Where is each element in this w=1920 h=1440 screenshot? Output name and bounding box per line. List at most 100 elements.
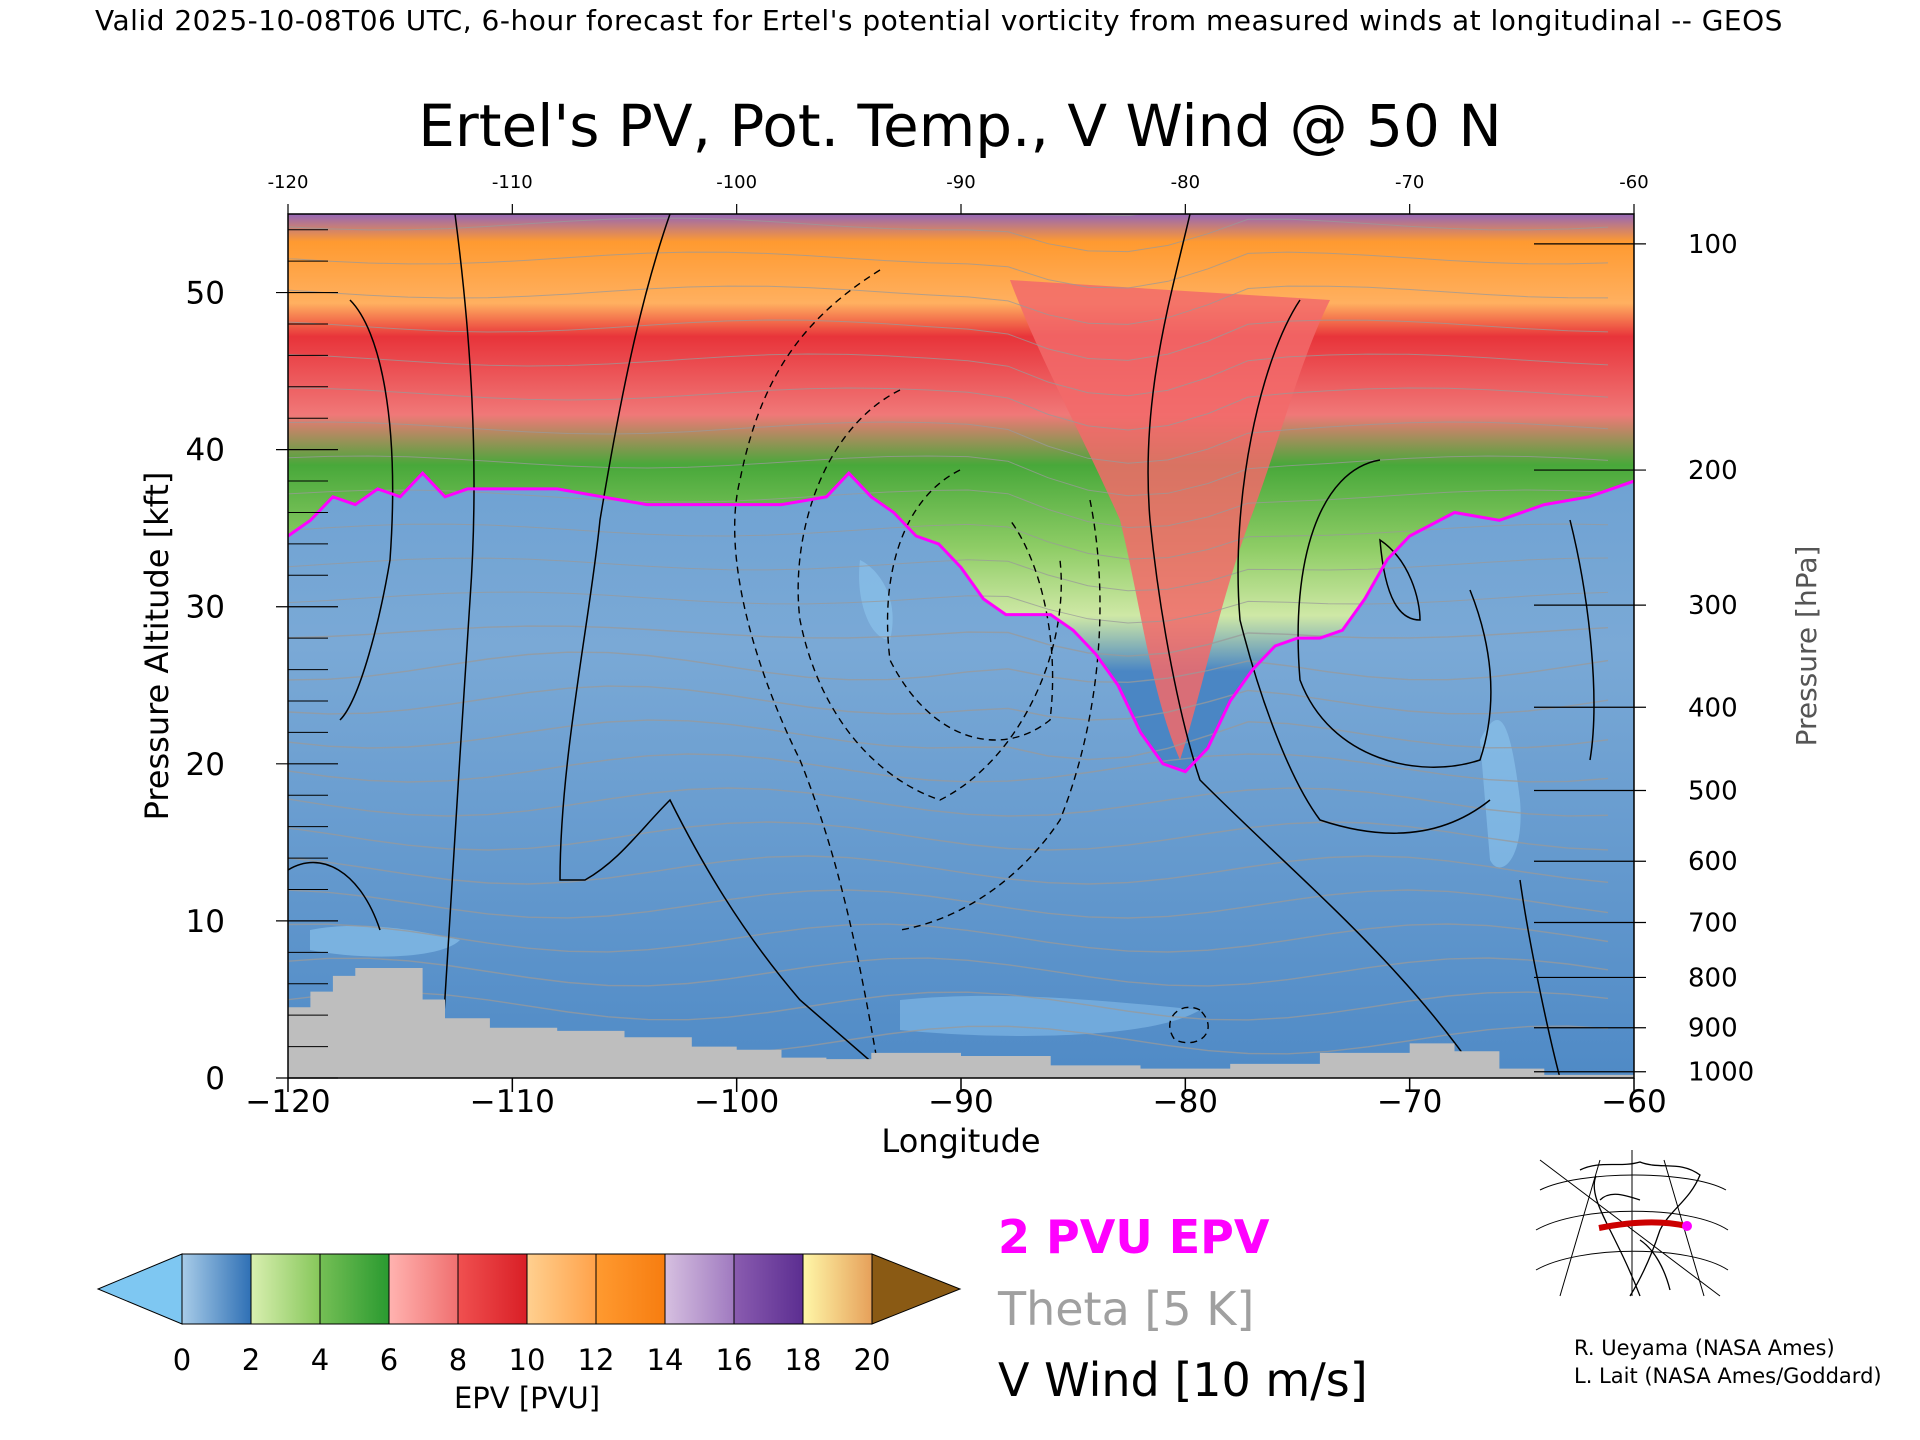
wind-contour-positive xyxy=(559,214,891,1078)
y-tick-label-left: 30 xyxy=(186,590,225,626)
theta-line xyxy=(288,421,1609,464)
x-tick-label-top: -110 xyxy=(492,172,533,193)
pressure-tick-label: 900 xyxy=(1688,1014,1738,1044)
y-axis-label-left: Pressure Altitude [kft] xyxy=(138,472,176,821)
low-pv-patch xyxy=(1480,720,1521,868)
theta-line xyxy=(288,787,1609,817)
wind-contour-negative xyxy=(1169,1006,1209,1044)
y-axis-label-right: Pressure [hPa] xyxy=(1790,546,1823,747)
x-tick-label-top: -80 xyxy=(1171,172,1200,193)
theta-line xyxy=(288,625,1609,657)
theta-line xyxy=(288,991,1609,1021)
wind-contour-positive xyxy=(439,214,475,1078)
theta-line xyxy=(288,591,1609,624)
pressure-tick-label: 700 xyxy=(1688,908,1738,938)
colorbar-tick-label: 12 xyxy=(578,1343,615,1377)
colorbar-bin xyxy=(733,1253,804,1325)
wind-contour-negative xyxy=(797,389,1062,801)
theta-line xyxy=(288,387,1609,431)
y-tick-label-left: 50 xyxy=(186,276,225,312)
colorbar-label: EPV [PVU] xyxy=(454,1381,600,1415)
credit-author-1: R. Ueyama (NASA Ames) xyxy=(1574,1336,1835,1360)
colorbar-bin xyxy=(595,1253,666,1325)
y-tick-label-left: 0 xyxy=(205,1061,225,1097)
theta-line xyxy=(288,719,1609,761)
x-tick-label-bottom: −90 xyxy=(928,1084,993,1120)
pressure-tick-label: 400 xyxy=(1688,693,1738,723)
map-route-marker xyxy=(1682,1221,1692,1231)
legend-theta: Theta [5 K] xyxy=(998,1282,1255,1336)
theta-line xyxy=(288,753,1609,783)
pressure-tick-label: 200 xyxy=(1688,456,1738,486)
colorbar-bin xyxy=(319,1253,390,1325)
epv-colorbar: 0 2 4 6 8 10 12 14 16 18 20 xyxy=(96,1253,962,1377)
x-axis-label: Longitude xyxy=(881,1122,1040,1160)
theta-line xyxy=(288,455,1609,497)
theta-line xyxy=(288,251,1609,289)
colorbar-over-arrow xyxy=(871,1253,962,1325)
wind-contour-negative xyxy=(886,469,1054,741)
colorbar-tick-label: 14 xyxy=(647,1343,684,1377)
colorbar-bin xyxy=(457,1253,528,1325)
x-tick-label-top: -60 xyxy=(1619,172,1648,193)
colorbar-bin xyxy=(250,1253,321,1325)
theta-line xyxy=(288,685,1609,721)
colorbar-bin xyxy=(664,1253,735,1325)
x-tick-label-top: -90 xyxy=(946,172,975,193)
y-tick-label-left: 20 xyxy=(186,747,225,783)
colorbar-bin xyxy=(802,1253,873,1325)
wind-contour-positive xyxy=(288,861,381,931)
pressure-tick-label: 300 xyxy=(1688,591,1738,621)
low-pv-patch xyxy=(859,560,893,640)
x-tick-label-bottom: −70 xyxy=(1377,1084,1442,1120)
x-tick-label-bottom: −110 xyxy=(470,1084,555,1120)
colorbar-tick-label: 4 xyxy=(311,1343,329,1377)
x-tick-label-bottom: −60 xyxy=(1601,1084,1666,1120)
v-wind-contours xyxy=(288,214,1595,1078)
theta-line xyxy=(288,957,1609,987)
locator-map xyxy=(1534,1148,1730,1300)
colorbar-tick-label: 0 xyxy=(173,1343,191,1377)
wind-contour-positive xyxy=(339,299,394,721)
theta-line xyxy=(288,889,1609,919)
terrain-mask xyxy=(288,968,1634,1078)
colorbar-tick-label: 8 xyxy=(449,1343,467,1377)
wind-contour-positive xyxy=(1519,879,1561,1078)
theta-line xyxy=(288,353,1609,397)
theta-line xyxy=(288,217,1609,253)
wind-contour-positive xyxy=(1147,214,1481,1078)
colorbar-bin xyxy=(181,1253,252,1325)
wind-contour-negative xyxy=(734,269,881,1078)
colorbar-under-arrow xyxy=(96,1253,183,1325)
map-coastlines xyxy=(1579,1161,1701,1297)
tropopause-2pvu-line xyxy=(288,471,1634,774)
x-tick-label-bottom: −120 xyxy=(245,1084,330,1120)
theta-line xyxy=(288,319,1609,361)
credit-author-2: L. Lait (NASA Ames/Goddard) xyxy=(1574,1364,1882,1388)
theta-line xyxy=(288,923,1609,953)
legend-v-wind: V Wind [10 m/s] xyxy=(998,1353,1368,1407)
wind-contour-positive xyxy=(1237,299,1491,834)
y-tick-label-left: 40 xyxy=(186,433,225,469)
theta-line xyxy=(288,821,1609,851)
theta-line xyxy=(288,489,1609,529)
legend-2pvu: 2 PVU EPV xyxy=(998,1210,1270,1264)
valid-time-header: Valid 2025-10-08T06 UTC, 6-hour forecast… xyxy=(95,4,1783,37)
theta-line xyxy=(288,855,1609,885)
pressure-tick-label: 600 xyxy=(1688,847,1738,877)
wind-contour-positive xyxy=(1297,459,1492,768)
colorbar-bin xyxy=(526,1253,597,1325)
x-tick-label-top: -70 xyxy=(1395,172,1424,193)
x-tick-label-bottom: −100 xyxy=(694,1084,779,1120)
theta-line xyxy=(288,285,1609,325)
x-tick-label-top: -100 xyxy=(716,172,757,193)
colorbar-tick-label: 20 xyxy=(854,1343,891,1377)
colorbar-bin xyxy=(388,1253,459,1325)
colorbar-tick-label: 2 xyxy=(242,1343,260,1377)
theta-line xyxy=(288,523,1609,560)
high-pv-intrusion xyxy=(1010,280,1330,760)
pressure-tick-label: 1000 xyxy=(1688,1058,1754,1088)
x-tick-label-bottom: −80 xyxy=(1153,1084,1218,1120)
wind-contour-negative xyxy=(899,499,1101,931)
